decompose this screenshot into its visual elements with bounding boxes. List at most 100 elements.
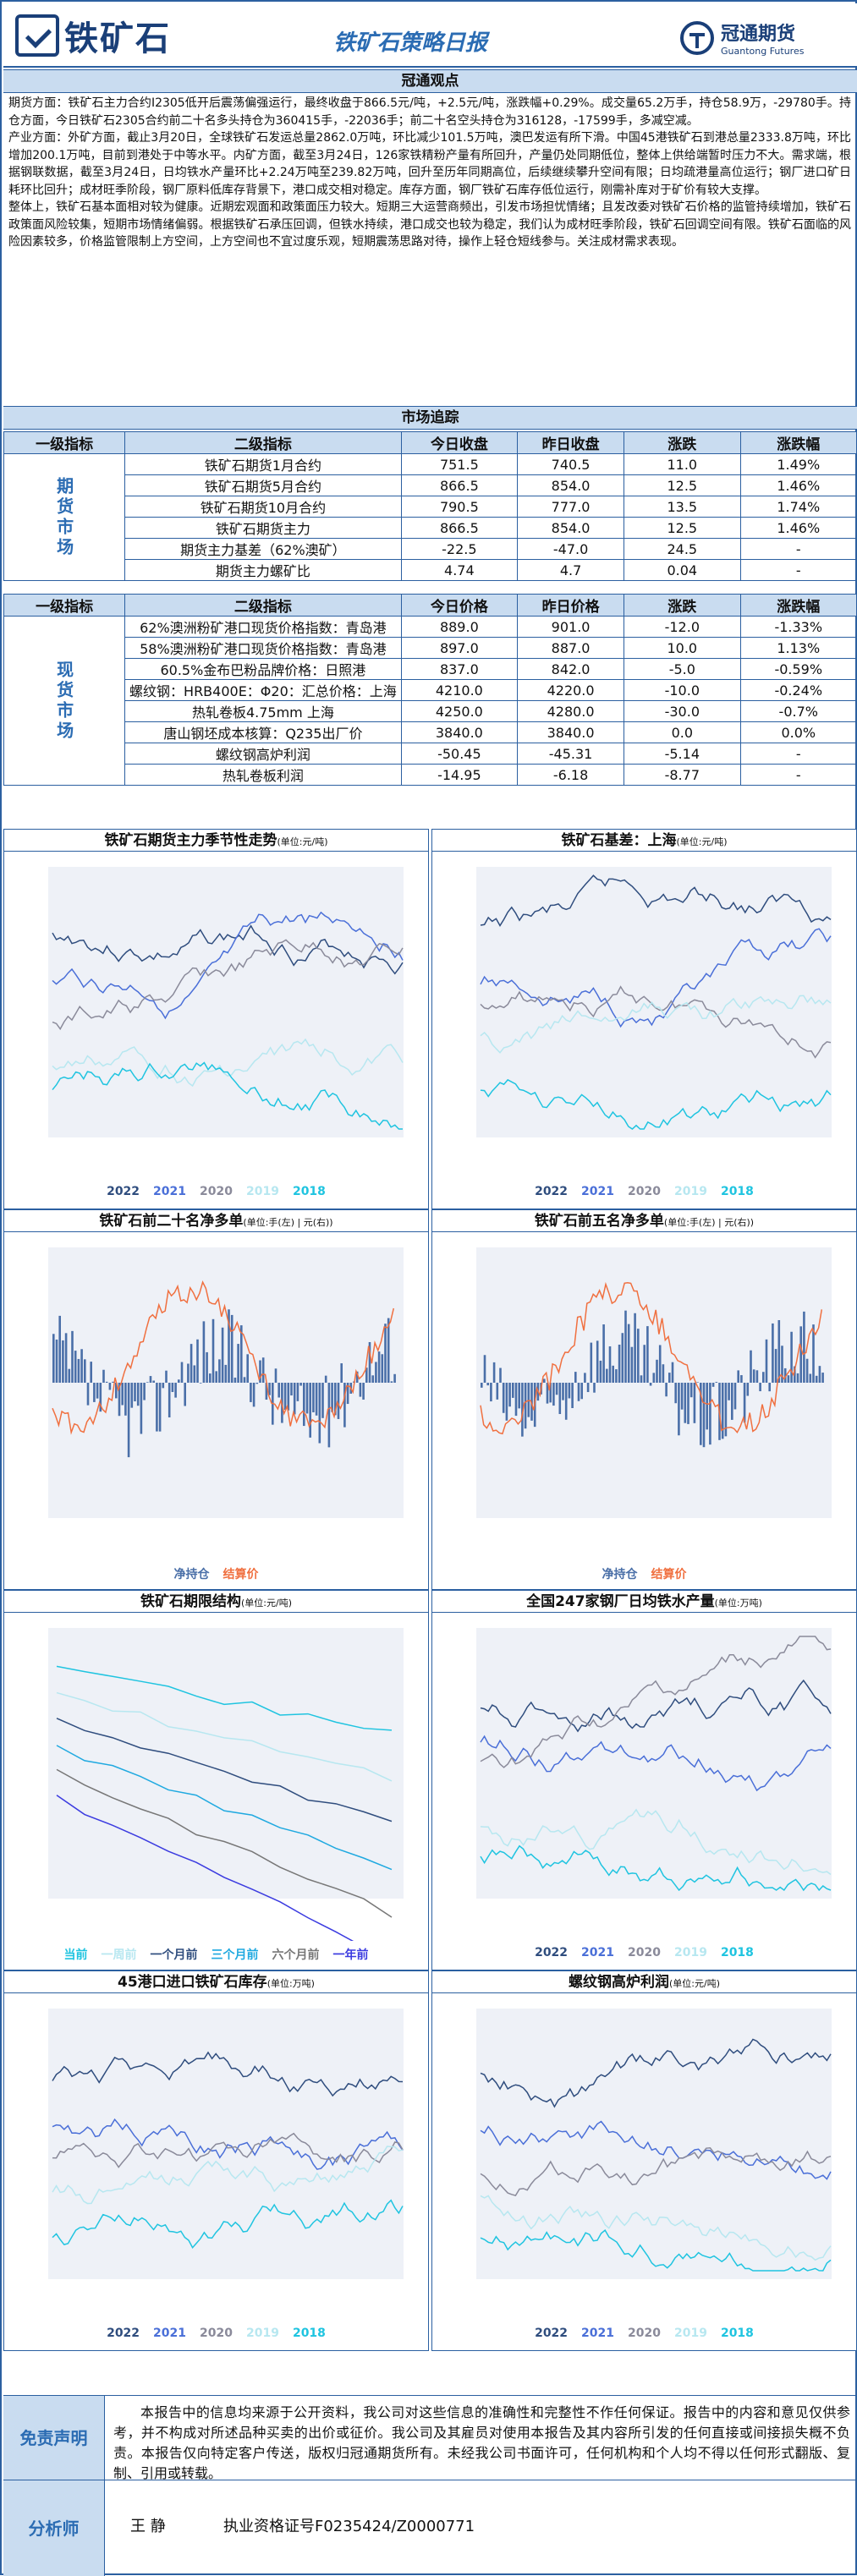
net-position-bar <box>58 1315 61 1383</box>
net-position-bar <box>174 1383 177 1398</box>
spot-cell: 837.0 <box>400 658 519 680</box>
net-position-bar <box>118 1383 121 1417</box>
net-position-bar <box>368 1341 371 1383</box>
net-position-bar <box>274 1368 277 1383</box>
spot-cell: -1.33% <box>739 616 857 638</box>
futures-cell: 1.74% <box>739 496 857 518</box>
spot-cell: -0.24% <box>739 679 857 701</box>
futures-cell: - <box>739 538 857 560</box>
spot-cell: 887.0 <box>517 637 625 659</box>
legend-item: 一个月前 <box>150 1948 198 1962</box>
company-logo: 铁矿石 <box>15 12 184 59</box>
net-position-bar <box>781 1346 783 1383</box>
net-position-bar <box>549 1383 552 1403</box>
futures-row: 期货市场 铁矿石期货1月合约 751.5 740.5 11.0 1.49% <box>3 453 857 581</box>
net-position-bar <box>321 1383 324 1418</box>
net-position-bar <box>337 1383 340 1419</box>
net-position-bar <box>580 1383 583 1400</box>
spot-header-row: 一级指标 二级指标 今日价格 昨日价格 涨跌 涨跌幅 <box>3 594 857 617</box>
section-title-market: 市场追踪 <box>3 406 857 430</box>
legend-item: 2022 <box>535 1946 569 1959</box>
net-position-bar <box>733 1383 737 1410</box>
spot-cell: 60.5%金布巴粉品牌价格：日照港 <box>124 658 402 680</box>
chart-unit: (单位:手(左) | 元(右)) <box>243 1217 333 1228</box>
net-position-bar <box>558 1383 562 1415</box>
futures-header-cell: 涨跌幅 <box>739 431 857 454</box>
net-position-bar <box>674 1383 677 1404</box>
net-position-bar <box>371 1375 374 1383</box>
report-title: 铁矿石策略日报 <box>333 30 488 56</box>
net-position-bar <box>134 1383 136 1402</box>
chart-unit: (单位:元/吨) <box>669 1978 720 1989</box>
chart-title: 螺纹钢高炉利润(单位:元/吨) <box>432 1971 856 1993</box>
spot-cell: -45.31 <box>517 743 625 765</box>
chart-title-text: 螺纹钢高炉利润 <box>569 1974 669 1991</box>
net-position-bar <box>615 1369 618 1383</box>
net-position-bar <box>602 1324 605 1383</box>
legend-item: 当前 <box>63 1948 88 1962</box>
net-position-bar <box>777 1320 781 1383</box>
net-position-bar <box>287 1383 290 1411</box>
net-position-bar <box>259 1360 261 1383</box>
futures-header-cell: 今日收盘 <box>400 431 519 454</box>
net-position-bar <box>750 1350 752 1383</box>
net-position-bar <box>218 1359 221 1383</box>
net-position-bar <box>783 1367 787 1383</box>
analyst-block: 分析师 王 静 执业资格证号F0235424/Z0000771 <box>3 2480 857 2576</box>
net-position-bar <box>687 1383 689 1424</box>
legend-item: 2018 <box>720 2327 754 2340</box>
net-position-bar <box>184 1383 186 1406</box>
futures-row: 铁矿石期货10月合约 790.5 777.0 13.5 1.74% <box>4 496 857 518</box>
net-position-bar <box>612 1365 614 1383</box>
net-position-bar <box>261 1357 265 1383</box>
spot-row: 58%澳洲粉矿港口现货价格指数：青岛港 897.0 887.0 10.0 1.13% <box>4 637 857 659</box>
net-position-bar <box>158 1383 162 1432</box>
futures-header-row: 一级指标 二级指标 今日收盘 昨日收盘 涨跌 涨跌幅 <box>3 431 857 454</box>
net-position-bar <box>221 1327 224 1383</box>
futures-cell: 期货主力螺矿比 <box>124 559 402 581</box>
view-text: 期货方面：铁矿石主力合约I2305低开后震荡偏强运行，最终收盘于866.5元/吨… <box>8 95 851 251</box>
net-position-bar <box>331 1383 333 1412</box>
legend-item: 2019 <box>673 1946 707 1959</box>
spot-row: 现货市场 62%澳洲粉矿港口现货价格指数：青岛港 889.0 901.0 -12.0 -1… <box>3 616 857 786</box>
chart-unit: (单位:元/吨) <box>277 836 328 847</box>
net-position-bar <box>80 1349 83 1383</box>
chart-legend: 净持仓 结算价 <box>432 1565 856 1582</box>
net-position-bar <box>700 1383 702 1445</box>
net-position-bar <box>627 1324 630 1383</box>
net-position-bar <box>640 1375 643 1383</box>
chart-plot <box>48 1247 404 1518</box>
net-position-bar <box>255 1383 259 1384</box>
chart-title-text: 铁矿石前二十名净多单 <box>99 1213 244 1230</box>
chart-title-text: 铁矿石期限结构 <box>140 1593 241 1610</box>
net-position-bar <box>662 1364 665 1383</box>
net-position-bar <box>564 1383 568 1420</box>
series-line <box>52 2051 404 2097</box>
net-position-bar <box>728 1383 730 1400</box>
view-paragraph-industry: 产业方面：外矿方面，截止3月20日，全球铁矿石发运总量2862.0万吨，环比减少… <box>8 131 851 197</box>
net-position-bar <box>787 1375 790 1383</box>
series-line <box>52 2132 404 2168</box>
net-position-bar <box>706 1383 708 1430</box>
futures-header-cell: 二级指标 <box>124 431 402 454</box>
futures-cell: 11.0 <box>624 453 741 475</box>
net-position-bar <box>237 1344 239 1383</box>
series-line <box>52 1038 404 1088</box>
net-position-bar <box>656 1359 658 1383</box>
net-position-bar <box>312 1383 315 1412</box>
legend-item: 2019 <box>673 2327 707 2340</box>
net-position-bar <box>555 1383 558 1395</box>
chart-legend: 2022 2021 2020 2019 2018 <box>432 1185 856 1198</box>
spot-row: 螺纹钢：HRB400E：Φ20：汇总价格：上海 4210.0 4220.0 -10.0… <box>4 679 857 701</box>
net-position-bar <box>486 1383 489 1386</box>
net-position-bar <box>246 1354 249 1383</box>
chart-legend: 2022 2021 2020 2019 2018 <box>432 2327 856 2340</box>
net-position-bar <box>127 1383 130 1458</box>
legend-item: 2020 <box>200 2327 233 2340</box>
net-position-bar <box>483 1355 486 1383</box>
futures-cell: 0.04 <box>624 559 741 581</box>
legend-item: 2018 <box>292 1185 326 1198</box>
net-position-bar <box>584 1373 586 1383</box>
spot-cell: 1.13% <box>739 637 857 659</box>
